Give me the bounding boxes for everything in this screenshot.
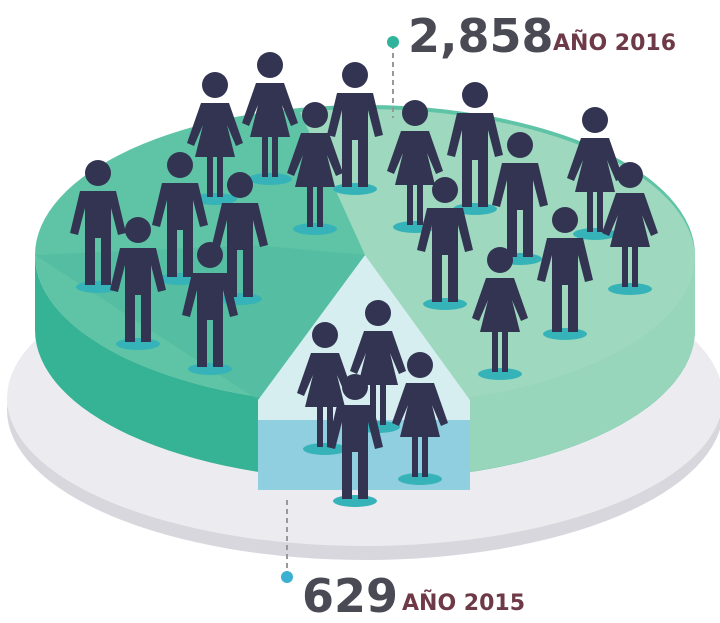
callout-2016: 2,858 AÑO 2016 — [387, 9, 676, 118]
callout-number: 2,858 — [408, 9, 554, 63]
callout-number: 629 — [302, 569, 398, 619]
infographic: 2,858 AÑO 2016 629 AÑO 2015 — [0, 0, 720, 619]
page: 2,858 AÑO 2016 629 AÑO 2015 (() => { con… — [0, 0, 720, 619]
callout-label: AÑO 2015 — [402, 590, 525, 616]
callout-label: AÑO 2016 — [553, 30, 676, 56]
